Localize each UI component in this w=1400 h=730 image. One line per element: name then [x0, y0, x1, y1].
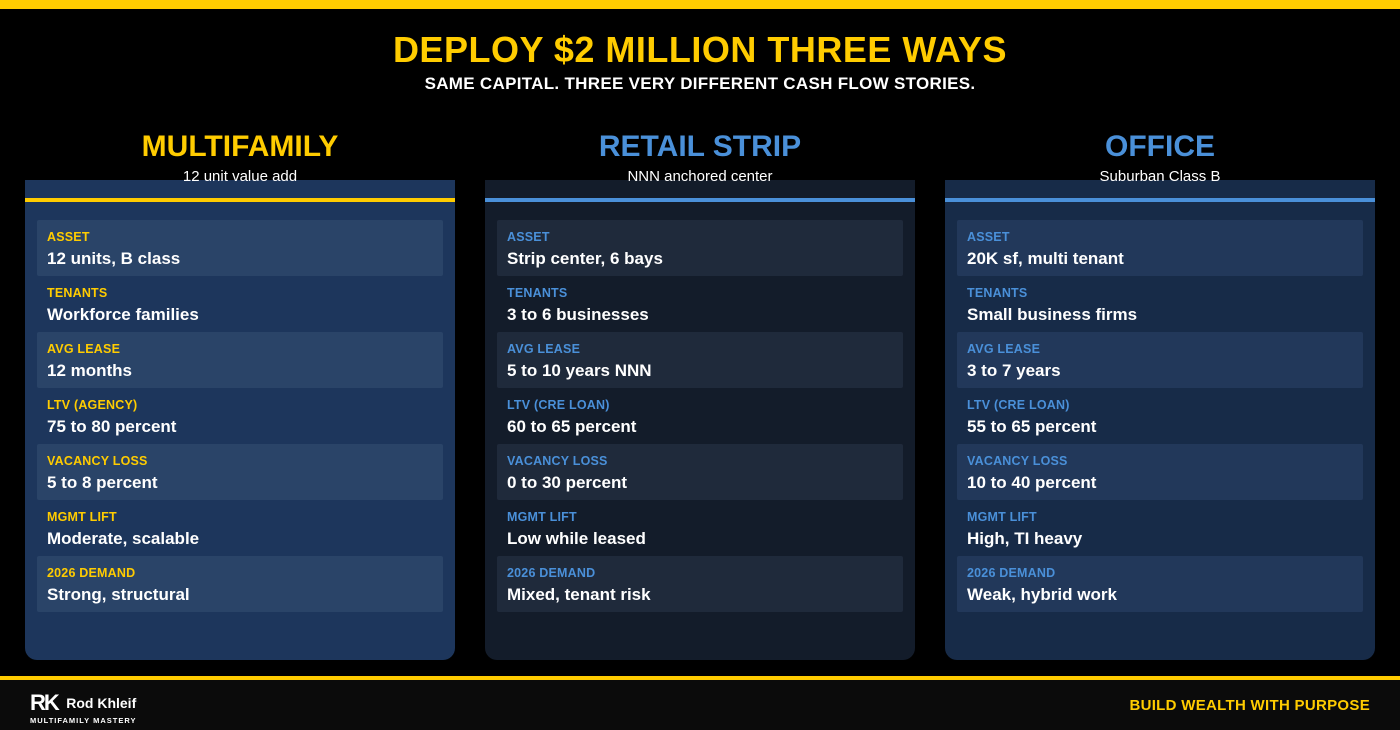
- attribute-value: Strong, structural: [47, 585, 190, 604]
- attribute-row: MGMT LIFT High, TI heavy: [957, 500, 1363, 556]
- attribute-row: ASSET 20K sf, multi tenant: [957, 220, 1363, 276]
- attribute-label: AVG LEASE: [967, 342, 1041, 356]
- column-multifamily: MULTIFAMILY ASSET 12 units, B class TENA…: [25, 128, 455, 660]
- attribute-value: Moderate, scalable: [47, 529, 200, 548]
- logo-tagline: MULTIFAMILY MASTERY: [30, 716, 137, 725]
- column-retail-strip: RETAIL STRIP ASSET Strip center, 6 bays …: [485, 128, 915, 660]
- attribute-value: Weak, hybrid work: [967, 585, 1117, 604]
- attribute-list: ASSET 20K sf, multi tenant TENANTS Small…: [957, 220, 1363, 612]
- page-subtitle: SAME CAPITAL. THREE VERY DIFFERENT CASH …: [424, 74, 976, 93]
- attribute-value: 20K sf, multi tenant: [967, 249, 1124, 268]
- attribute-row: LTV (CRE LOAN) 60 to 65 percent: [497, 388, 903, 444]
- column-subtitle: NNN anchored center: [627, 168, 773, 185]
- attribute-label: 2026 DEMAND: [967, 566, 1056, 580]
- attribute-value: Strip center, 6 bays: [507, 249, 663, 268]
- attribute-row: AVG LEASE 5 to 10 years NNN: [497, 332, 903, 388]
- attribute-label: LTV (CRE LOAN): [967, 398, 1070, 412]
- logo-mark: RK: [30, 690, 60, 715]
- attribute-value: 12 units, B class: [47, 249, 181, 268]
- attribute-label: TENANTS: [47, 286, 108, 300]
- column-office: OFFICE ASSET 20K sf, multi tenant TENANT…: [945, 128, 1375, 660]
- attribute-label: VACANCY LOSS: [507, 454, 608, 468]
- header: DEPLOY $2 MILLION THREE WAYS SAME CAPITA…: [0, 28, 1400, 94]
- attribute-row: AVG LEASE 3 to 7 years: [957, 332, 1363, 388]
- attribute-row: AVG LEASE 12 months: [37, 332, 443, 388]
- attribute-value: Small business firms: [967, 305, 1138, 324]
- attribute-row: 2026 DEMAND Mixed, tenant risk: [497, 556, 903, 612]
- attribute-value: Low while leased: [507, 529, 646, 548]
- attribute-row: TENANTS 3 to 6 businesses: [497, 276, 903, 332]
- attribute-label: MGMT LIFT: [507, 510, 577, 524]
- attribute-list: ASSET 12 units, B class TENANTS Workforc…: [37, 220, 443, 612]
- comparison-card: ASSET 12 units, B class TENANTS Workforc…: [25, 180, 455, 660]
- attribute-value: 75 to 80 percent: [47, 417, 177, 436]
- attribute-label: ASSET: [47, 230, 90, 244]
- attribute-value: 55 to 65 percent: [967, 417, 1097, 436]
- attribute-label: LTV (CRE LOAN): [507, 398, 610, 412]
- attribute-row: 2026 DEMAND Weak, hybrid work: [957, 556, 1363, 612]
- attribute-label: MGMT LIFT: [967, 510, 1037, 524]
- attribute-value: Mixed, tenant risk: [507, 585, 651, 604]
- attribute-value: 10 to 40 percent: [967, 473, 1097, 492]
- attribute-label: TENANTS: [507, 286, 568, 300]
- footer: RK Rod Khleif MULTIFAMILY MASTERY BUILD …: [0, 680, 1400, 730]
- attribute-label: LTV (AGENCY): [47, 398, 138, 412]
- attribute-value: 0 to 30 percent: [507, 473, 627, 492]
- attribute-label: ASSET: [507, 230, 550, 244]
- attribute-value: Workforce families: [47, 305, 199, 324]
- attribute-label: ASSET: [967, 230, 1010, 244]
- attribute-row: VACANCY LOSS 5 to 8 percent: [37, 444, 443, 500]
- brand-logo: RK Rod Khleif MULTIFAMILY MASTERY: [30, 690, 137, 725]
- attribute-row: LTV (CRE LOAN) 55 to 65 percent: [957, 388, 1363, 444]
- page-title: DEPLOY $2 MILLION THREE WAYS: [392, 29, 1008, 70]
- card-divider: [945, 198, 1375, 202]
- attribute-label: 2026 DEMAND: [47, 566, 136, 580]
- attribute-value: 3 to 6 businesses: [507, 305, 649, 324]
- column-title: RETAIL STRIP: [598, 130, 802, 163]
- column-subtitle: 12 unit value add: [182, 168, 298, 185]
- attribute-row: VACANCY LOSS 0 to 30 percent: [497, 444, 903, 500]
- attribute-row: TENANTS Small business firms: [957, 276, 1363, 332]
- card-divider: [25, 198, 455, 202]
- attribute-row: MGMT LIFT Moderate, scalable: [37, 500, 443, 556]
- card-divider: [485, 198, 915, 202]
- bottom-accent-bar: [0, 676, 1400, 680]
- attribute-row: ASSET Strip center, 6 bays: [497, 220, 903, 276]
- attribute-label: 2026 DEMAND: [507, 566, 596, 580]
- attribute-value: High, TI heavy: [967, 529, 1083, 548]
- column-title: MULTIFAMILY: [141, 130, 339, 163]
- column-title: OFFICE: [1105, 130, 1215, 163]
- attribute-label: MGMT LIFT: [47, 510, 117, 524]
- attribute-label: TENANTS: [967, 286, 1028, 300]
- attribute-row: MGMT LIFT Low while leased: [497, 500, 903, 556]
- logo-name: Rod Khleif: [66, 695, 137, 711]
- attribute-row: TENANTS Workforce families: [37, 276, 443, 332]
- attribute-value: 5 to 8 percent: [47, 473, 158, 492]
- attribute-label: VACANCY LOSS: [47, 454, 148, 468]
- top-accent-bar: [0, 0, 1400, 9]
- attribute-row: 2026 DEMAND Strong, structural: [37, 556, 443, 612]
- attribute-row: LTV (AGENCY) 75 to 80 percent: [37, 388, 443, 444]
- attribute-label: VACANCY LOSS: [967, 454, 1068, 468]
- attribute-label: AVG LEASE: [47, 342, 121, 356]
- column-subtitle: Suburban Class B: [1099, 168, 1221, 185]
- attribute-value: 12 months: [47, 361, 133, 380]
- attribute-value: 5 to 10 years NNN: [507, 361, 652, 380]
- attribute-value: 3 to 7 years: [967, 361, 1061, 380]
- attribute-row: VACANCY LOSS 10 to 40 percent: [957, 444, 1363, 500]
- attribute-label: AVG LEASE: [507, 342, 581, 356]
- footer-tagline: BUILD WEALTH WITH PURPOSE: [1129, 697, 1370, 714]
- attribute-value: 60 to 65 percent: [507, 417, 637, 436]
- attribute-row: ASSET 12 units, B class: [37, 220, 443, 276]
- comparison-card: ASSET 20K sf, multi tenant TENANTS Small…: [945, 180, 1375, 660]
- comparison-card: ASSET Strip center, 6 bays TENANTS 3 to …: [485, 180, 915, 660]
- attribute-list: ASSET Strip center, 6 bays TENANTS 3 to …: [497, 220, 903, 612]
